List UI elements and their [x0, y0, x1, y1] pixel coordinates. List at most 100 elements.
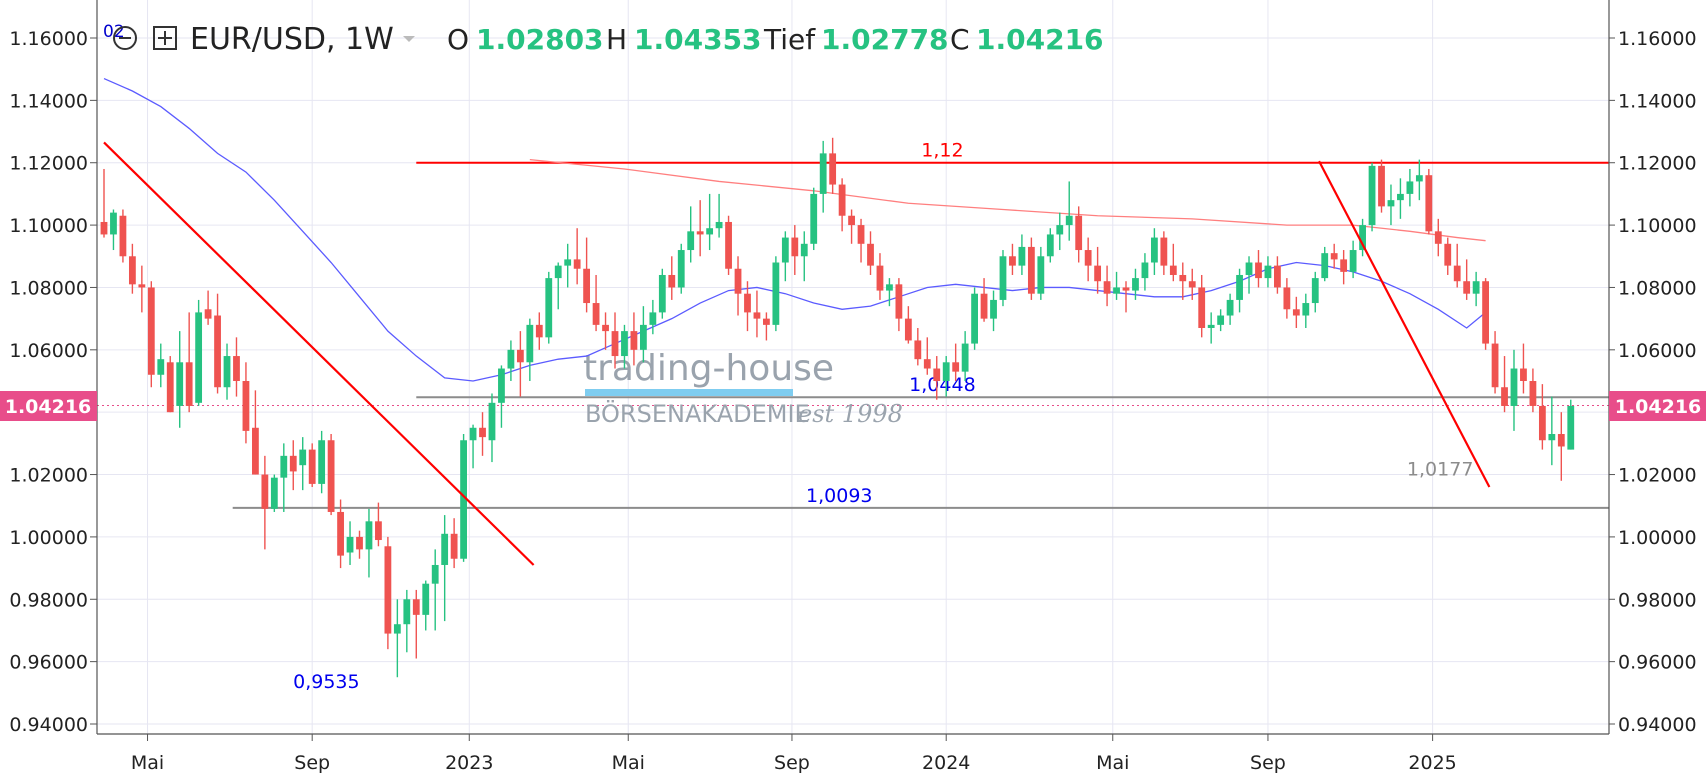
- candle-down: [1520, 368, 1527, 381]
- close-value: 1.04216: [976, 23, 1104, 56]
- chevron-down-icon[interactable]: [403, 36, 415, 42]
- price-tag-left-text: 1.04216: [5, 396, 92, 418]
- candle-up: [677, 250, 685, 288]
- x-tick-label: Mai: [1096, 752, 1129, 774]
- candle-up: [403, 599, 411, 625]
- candle-up: [649, 312, 657, 325]
- price-tag-right: 1.04216: [1609, 391, 1706, 421]
- candle-down: [744, 293, 751, 313]
- candle-up: [1567, 405, 1575, 450]
- candle-down: [583, 268, 591, 304]
- candle-up: [1510, 368, 1518, 406]
- candle-up: [1132, 278, 1139, 291]
- candle-up: [1245, 262, 1253, 275]
- y-tick-label-right: 1.14000: [1618, 90, 1697, 112]
- candle-up: [1311, 278, 1319, 304]
- candle-up: [772, 262, 780, 325]
- candle-up: [545, 278, 553, 338]
- candle-down: [337, 511, 344, 556]
- candle-up: [715, 221, 723, 229]
- candle-down: [1463, 281, 1471, 294]
- candle-down: [1094, 265, 1102, 282]
- candle-down: [1274, 265, 1281, 288]
- candle-up: [1226, 299, 1234, 316]
- low-value: 1.02778: [821, 23, 949, 56]
- clock-icon[interactable]: [113, 26, 137, 50]
- candle-up: [507, 349, 515, 369]
- candle-up: [431, 564, 439, 584]
- candle-down: [384, 546, 392, 634]
- candle-up: [441, 533, 449, 565]
- candle-up: [1321, 253, 1329, 279]
- candle-up: [1018, 246, 1026, 266]
- candle-down: [1529, 381, 1537, 406]
- candle-down: [592, 303, 600, 325]
- candle-down: [914, 340, 922, 360]
- candle-down: [1482, 281, 1489, 344]
- candle-up: [1236, 274, 1243, 300]
- annotation-low: 0,9535: [293, 671, 359, 693]
- open-value: 1.02803: [476, 23, 604, 56]
- candle-down: [1160, 237, 1168, 266]
- candle-down: [356, 536, 363, 550]
- candle-down: [1075, 215, 1083, 251]
- y-tick-label-left: 1.16000: [9, 28, 88, 50]
- candle-up: [1065, 215, 1073, 226]
- y-tick-label-right: 1.12000: [1618, 153, 1697, 175]
- y-tick-label-right: 0.98000: [1618, 589, 1697, 611]
- candle-up: [1302, 303, 1310, 316]
- candle-up: [1368, 165, 1376, 226]
- symbol-label[interactable]: EUR/USD, 1W: [190, 22, 394, 57]
- add-indicator-icon[interactable]: [153, 26, 177, 50]
- candle-up: [621, 331, 628, 357]
- candle-down: [791, 237, 799, 257]
- candle-up: [469, 427, 477, 441]
- candle-up: [488, 402, 496, 441]
- candle-down: [1491, 343, 1499, 388]
- candle-down: [952, 362, 960, 372]
- candle-up: [961, 343, 969, 372]
- candle-down: [1122, 287, 1130, 291]
- candle-up: [365, 521, 373, 550]
- x-tick-label: Sep: [774, 752, 810, 774]
- candle-down: [573, 259, 581, 269]
- candle-down: [1179, 274, 1187, 282]
- open-label: O: [447, 23, 469, 56]
- candle-down: [904, 318, 912, 341]
- y-tick-label-left: 1.06000: [9, 340, 88, 362]
- trend-line: [1318, 160, 1491, 488]
- candle-down: [1538, 405, 1546, 441]
- candle-up: [1397, 193, 1404, 201]
- price-tag-right-bg: [1609, 391, 1706, 421]
- candle-up: [223, 356, 231, 388]
- candle-down: [261, 474, 269, 509]
- candle-up: [498, 368, 505, 403]
- candle-up: [1217, 315, 1225, 325]
- y-tick-label-right: 1.02000: [1618, 465, 1697, 487]
- candle-up: [564, 259, 572, 266]
- candle-up: [990, 299, 997, 319]
- candle-up: [195, 312, 203, 403]
- x-tick-label: 2024: [922, 752, 970, 774]
- candle-down: [327, 440, 335, 512]
- candle-down: [147, 287, 155, 375]
- candle-down: [138, 284, 146, 288]
- candle-down: [725, 221, 732, 269]
- x-tick-label: 2023: [445, 752, 493, 774]
- y-tick-label-right: 1.06000: [1618, 340, 1697, 362]
- y-tick-label-right: 1.16000: [1618, 28, 1697, 50]
- candle-down: [308, 449, 316, 484]
- candle-up: [687, 231, 695, 251]
- price-tag-right-text: 1.04216: [1615, 396, 1702, 418]
- close-label: C: [950, 23, 970, 56]
- candle-down: [1283, 287, 1291, 310]
- candle-down: [923, 359, 931, 369]
- candle-down: [214, 315, 221, 388]
- candle-down: [630, 331, 638, 350]
- candle-down: [204, 309, 212, 319]
- candle-up: [639, 324, 647, 350]
- y-tick-label-right: 1.00000: [1618, 527, 1697, 549]
- candle-up: [110, 212, 117, 235]
